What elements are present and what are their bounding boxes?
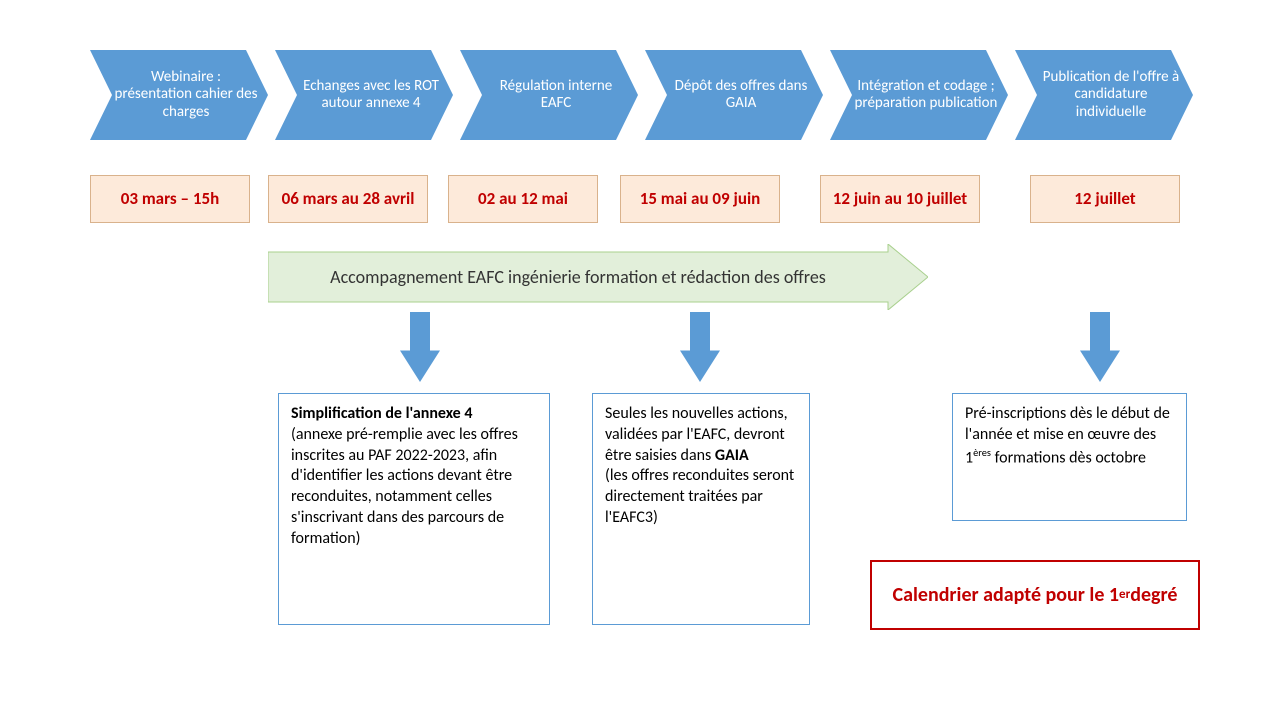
process-step-4: Dépôt des offres dans GAIA xyxy=(645,50,823,140)
accompaniment-label: Accompagnement EAFC ingénierie formation… xyxy=(268,252,888,302)
down-arrow-3 xyxy=(1080,312,1120,382)
process-step-label: Intégration et codage ; préparation publ… xyxy=(852,50,1000,140)
date-row: 03 mars – 15h 06 mars au 28 avril 02 au 12… xyxy=(90,175,1200,230)
process-step-6: Publication de l'offre à candidature ind… xyxy=(1015,50,1193,140)
process-step-label: Dépôt des offres dans GAIA xyxy=(667,50,815,140)
info-box-3: Pré-inscriptions dès le début de l'année… xyxy=(952,393,1187,521)
info-box-1: Simplification de l'annexe 4(annexe pré-… xyxy=(278,393,550,625)
process-step-1: Webinaire : présentation cahier des char… xyxy=(90,50,268,140)
date-box-6: 12 juillet xyxy=(1030,175,1180,223)
red-callout: Calendrier adapté pour le 1er degré xyxy=(870,560,1200,630)
date-box-5: 12 juin au 10 juillet xyxy=(820,175,980,223)
date-box-3: 02 au 12 mai xyxy=(448,175,598,223)
process-step-label: Publication de l'offre à candidature ind… xyxy=(1037,50,1185,140)
process-step-5: Intégration et codage ; préparation publ… xyxy=(830,50,1008,140)
accompaniment-arrow: Accompagnement EAFC ingénierie formation… xyxy=(268,252,928,302)
down-arrow-1 xyxy=(400,312,440,382)
date-box-1: 03 mars – 15h xyxy=(90,175,250,223)
process-step-3: Régulation interne EAFC xyxy=(460,50,638,140)
info-box-2: Seules les nouvelles actions, validées p… xyxy=(592,393,810,625)
process-chevron-row: Webinaire : présentation cahier des char… xyxy=(90,50,1200,140)
process-step-label: Webinaire : présentation cahier des char… xyxy=(112,50,260,140)
process-step-label: Régulation interne EAFC xyxy=(482,50,630,140)
process-step-2: Echanges avec les ROT autour annexe 4 xyxy=(275,50,453,140)
down-arrow-2 xyxy=(680,312,720,382)
date-box-2: 06 mars au 28 avril xyxy=(268,175,428,223)
process-step-label: Echanges avec les ROT autour annexe 4 xyxy=(297,50,445,140)
date-box-4: 15 mai au 09 juin xyxy=(620,175,780,223)
